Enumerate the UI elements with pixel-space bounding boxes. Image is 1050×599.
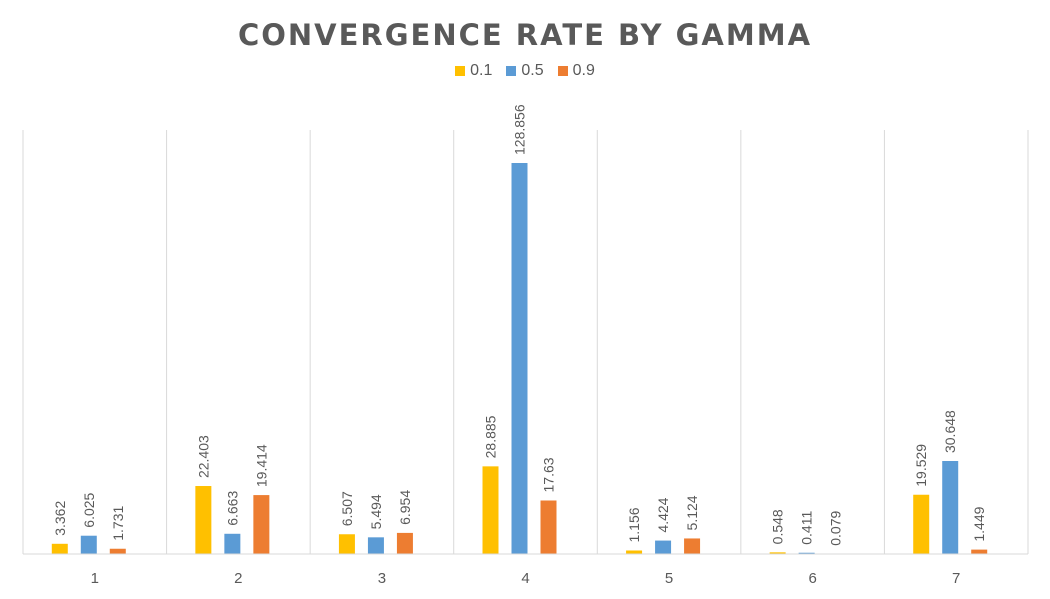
bar-series-0-1-cat-6 <box>769 552 786 554</box>
bar-series-0-9-cat-2 <box>253 495 270 554</box>
bar-series-0-1-cat-1 <box>51 543 68 554</box>
legend-item-0-5: 0.5 <box>506 62 544 80</box>
data-label: 19.414 <box>253 444 269 487</box>
data-label: 6.025 <box>81 492 97 527</box>
x-tick-label: 6 <box>808 570 816 587</box>
legend-label: 0.9 <box>572 62 595 79</box>
legend-swatch <box>506 66 517 76</box>
data-label: 0.548 <box>770 509 786 544</box>
x-tick-label: 4 <box>521 570 529 587</box>
legend-item-0-9: 0.9 <box>557 62 595 80</box>
data-label: 30.648 <box>942 410 958 453</box>
bar-series-0-5-cat-6 <box>798 552 815 554</box>
data-label: 22.403 <box>195 435 211 478</box>
data-label: 19.529 <box>913 444 929 487</box>
data-label: 0.079 <box>828 511 844 546</box>
legend-swatch <box>455 66 466 76</box>
bar-series-0-1-cat-2 <box>195 486 212 554</box>
data-label: 28.885 <box>483 415 499 458</box>
legend-item-0-1: 0.1 <box>455 62 492 80</box>
data-label: 3.362 <box>52 501 68 536</box>
bar-series-0-1-cat-5 <box>626 550 643 554</box>
chart-legend: 0.1 0.5 0.9 <box>0 62 1050 80</box>
legend-label: 0.1 <box>470 62 493 79</box>
bar-series-0-1-cat-4 <box>482 466 499 554</box>
bar-series-0-5-cat-1 <box>80 535 97 554</box>
bar-series-0-5-cat-4 <box>511 163 528 554</box>
x-tick-label: 3 <box>378 570 386 587</box>
data-label: 1.731 <box>110 505 126 540</box>
data-label: 17.63 <box>541 457 557 492</box>
bar-series-0-5-cat-5 <box>655 540 672 554</box>
x-tick-label: 1 <box>91 570 99 587</box>
data-label: 1.449 <box>971 506 987 541</box>
data-label: 4.424 <box>655 497 671 532</box>
bar-series-0-9-cat-3 <box>396 532 413 554</box>
data-label: 1.156 <box>626 507 642 542</box>
data-label: 6.663 <box>224 491 240 526</box>
bar-series-0-9-cat-7 <box>971 549 988 554</box>
bar-series-0-9-cat-4 <box>540 500 557 554</box>
chart-title: CONVERGENCE RATE BY GAMMA <box>237 18 813 52</box>
bar-series-0-1-cat-7 <box>913 494 930 554</box>
legend-label: 0.5 <box>521 62 544 79</box>
data-label: 6.954 <box>397 490 413 525</box>
x-tick-label: 2 <box>234 570 242 587</box>
bar-series-0-5-cat-2 <box>224 533 241 554</box>
x-tick-label: 7 <box>952 570 960 587</box>
data-label: 5.494 <box>368 494 384 529</box>
bar-series-0-5-cat-3 <box>367 537 384 554</box>
bar-series-0-5-cat-7 <box>942 461 959 554</box>
bar-series-0-1-cat-3 <box>338 534 355 554</box>
data-label: 6.507 <box>339 491 355 526</box>
bar-series-0-9-cat-1 <box>109 548 126 554</box>
data-label: 128.856 <box>512 104 528 155</box>
bar-series-0-9-cat-5 <box>684 538 701 554</box>
legend-swatch <box>557 66 568 76</box>
x-tick-label: 5 <box>665 570 673 587</box>
data-label: 5.124 <box>684 495 700 530</box>
data-label: 0.411 <box>799 511 815 545</box>
